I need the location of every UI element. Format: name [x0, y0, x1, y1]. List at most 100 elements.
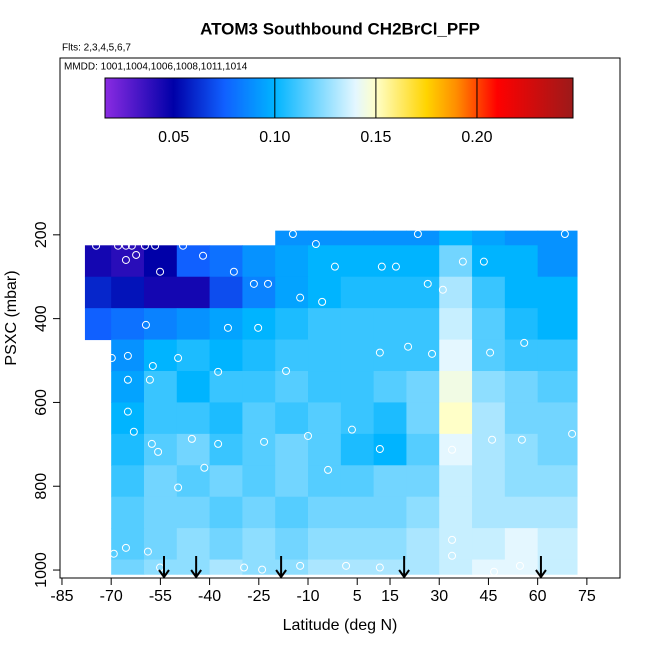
cell — [176, 245, 211, 278]
cell — [472, 245, 506, 278]
cell — [373, 528, 407, 561]
cell — [439, 559, 473, 575]
colorbar-tick-label: 0.20 — [461, 129, 492, 146]
cell — [308, 339, 342, 372]
cell — [340, 308, 375, 341]
subtitle: Flts: 2,3,4,5,6,7 — [62, 43, 131, 54]
cell — [504, 402, 539, 435]
sample-point — [423, 279, 432, 288]
colorbar — [104, 77, 574, 119]
sample-point — [375, 348, 384, 357]
sample-point — [296, 561, 305, 570]
cell — [242, 276, 276, 309]
cell — [176, 528, 211, 561]
cell — [242, 433, 276, 466]
sample-point — [254, 323, 263, 332]
sample-point — [174, 354, 183, 363]
cell — [537, 371, 578, 403]
cell — [373, 230, 407, 246]
x-tick-label: 30 — [430, 588, 448, 605]
sample-point — [479, 257, 488, 266]
sample-point — [223, 323, 232, 332]
cell — [275, 276, 309, 309]
cell — [308, 496, 342, 529]
sample-point — [263, 279, 272, 288]
x-tick-label: -85 — [50, 588, 73, 605]
x-tick-label: 15 — [381, 588, 399, 605]
cell — [504, 465, 539, 498]
cell — [537, 276, 578, 309]
cell — [537, 308, 578, 341]
x-tick-label: 5 — [353, 588, 362, 605]
sample-point — [560, 229, 569, 238]
sample-point — [107, 354, 116, 363]
cell — [209, 276, 243, 309]
cell — [209, 433, 243, 466]
cell — [84, 308, 112, 341]
cell — [209, 465, 243, 498]
sample-point — [129, 427, 138, 436]
cell — [176, 339, 211, 372]
cell — [176, 276, 211, 309]
cell — [340, 339, 375, 372]
cell — [472, 371, 506, 403]
cell — [242, 371, 276, 403]
sample-point — [187, 434, 196, 443]
cell — [242, 528, 276, 561]
sample-point — [132, 250, 141, 259]
cell — [308, 559, 342, 575]
x-axis-label: Latitude (deg N) — [283, 617, 398, 634]
sample-point — [515, 561, 524, 570]
sample-point — [214, 439, 223, 448]
x-tick-label: -25 — [247, 588, 270, 605]
cell — [275, 230, 309, 246]
cell — [406, 433, 440, 466]
sample-point — [330, 262, 339, 271]
sample-point — [121, 241, 130, 250]
cell — [373, 402, 407, 435]
sample-point — [141, 320, 150, 329]
cell — [406, 245, 440, 278]
sample-point — [258, 565, 267, 574]
cell — [340, 496, 375, 529]
cell — [472, 402, 506, 435]
sample-point — [123, 375, 132, 384]
cell — [340, 230, 375, 246]
sample-point — [140, 241, 149, 250]
cell — [308, 528, 342, 561]
cell — [275, 496, 309, 529]
sample-point — [156, 267, 165, 276]
cell — [472, 465, 506, 498]
y-axis-label: PSXC (mbar) — [3, 270, 20, 365]
sample-point — [249, 279, 258, 288]
cell — [406, 371, 440, 403]
cell — [373, 465, 407, 498]
plot-frame — [59, 57, 621, 579]
cell — [275, 559, 309, 575]
cell — [275, 402, 309, 435]
colorbar-tick-label: 0.15 — [360, 129, 391, 146]
sample-point — [448, 535, 457, 544]
sample-point — [114, 241, 123, 250]
arrow — [158, 556, 170, 579]
sample-point — [413, 229, 422, 238]
cell — [209, 308, 243, 341]
annotation: MMDD: 1001,1004,1006,1008,1011,1014 — [64, 62, 248, 73]
cell — [340, 465, 375, 498]
cell — [143, 402, 178, 435]
cell — [504, 308, 539, 341]
cell — [308, 308, 342, 341]
cell — [406, 308, 440, 341]
sample-point — [199, 251, 208, 260]
cell — [439, 245, 473, 278]
cell — [472, 308, 506, 341]
cell — [143, 245, 178, 278]
sample-point — [143, 547, 152, 556]
x-tick-label: 45 — [480, 588, 498, 605]
cell — [111, 559, 145, 575]
sample-point — [147, 439, 156, 448]
cell — [439, 371, 473, 403]
cell — [275, 308, 309, 341]
sample-point — [517, 435, 526, 444]
cell — [439, 339, 473, 372]
